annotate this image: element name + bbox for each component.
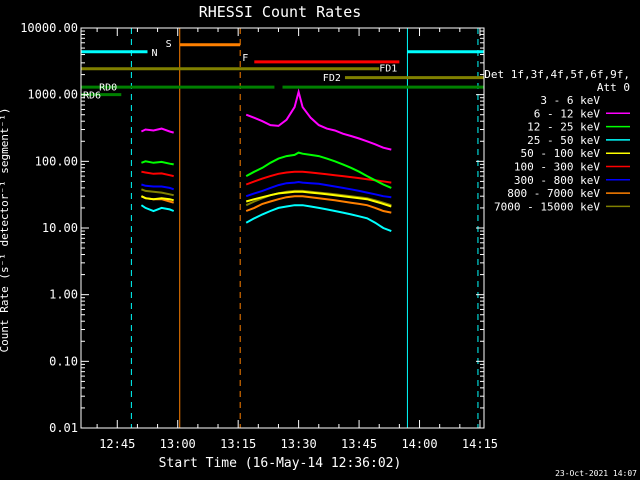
- chart-title: RHESSI Count Rates: [199, 3, 362, 21]
- x-tick-label-5: 14:00: [401, 437, 437, 451]
- flag-label-3: FD1: [379, 64, 397, 75]
- x-axis-label: Start Time (16-May-14 12:36:02): [159, 456, 402, 471]
- y-tick-label-0: 10000.00: [20, 21, 78, 35]
- flag-label-0: N: [152, 48, 158, 59]
- series-line-6-seg-0: [141, 183, 175, 191]
- series-line-1-seg-1: [245, 87, 392, 151]
- legend-label-3: 25 - 50 keV: [527, 134, 600, 147]
- x-tick-label-4: 13:45: [341, 437, 377, 451]
- legend-label-1: 6 - 12 keV: [534, 107, 601, 120]
- x-axis: 12:45 13:00 13:15 13:30 13:45 14:00 14:15: [96, 28, 498, 451]
- flag-label-4: FD2: [323, 73, 341, 84]
- vertical-markers: [130, 28, 479, 428]
- series-line-1-seg-0: [140, 127, 174, 134]
- legend-label-8: 7000 - 15000 keV: [494, 200, 600, 213]
- series-line-4-seg-0: [140, 195, 174, 202]
- y-tick-label-3: 10.00: [42, 221, 78, 235]
- flag-label-5: RD0: [99, 83, 117, 94]
- legend-header-0: Det 1f,3f,4f,5f,6f,9f,: [484, 68, 630, 81]
- flag-label-1: S: [166, 39, 172, 50]
- series-layer: [140, 84, 392, 233]
- y-tick-label-2: 100.00: [35, 154, 78, 168]
- series-line-3-seg-1: [245, 204, 392, 233]
- legend-label-6: 300 - 800 keV: [514, 174, 600, 187]
- x-tick-label-0: 12:45: [99, 437, 135, 451]
- x-tick-label-6: 14:15: [462, 437, 498, 451]
- y-axis-label: Count Rate (s⁻¹ detector⁻¹ segment⁻¹): [0, 107, 11, 352]
- legend-label-2: 12 - 25 keV: [527, 121, 600, 134]
- series-line-5-seg-1: [245, 170, 392, 186]
- legend-header-1: Att 0: [597, 81, 630, 94]
- series-line-4-seg-1: [245, 190, 392, 208]
- series-line-2-seg-0: [141, 160, 174, 166]
- series-line-0-seg-1: [246, 84, 392, 140]
- y-axis: 10000.00 1000.00 100.00 10.00 1.00 0.10 0.01: [20, 21, 484, 435]
- y-tick-label-1: 1000.00: [27, 88, 78, 102]
- flag-label-2: F: [242, 53, 248, 64]
- y-tick-label-5: 0.10: [49, 354, 78, 368]
- series-line-2-seg-1: [245, 151, 392, 189]
- y-tick-label-4: 1.00: [49, 288, 78, 302]
- series-line-0-seg-0: [140, 99, 175, 106]
- series-line-6-seg-1: [245, 180, 392, 199]
- x-tick-label-1: 13:00: [160, 437, 196, 451]
- series-line-5-seg-0: [141, 170, 174, 178]
- y-tick-label-6: 0.01: [49, 421, 78, 435]
- legend-label-7: 800 - 7000 keV: [507, 187, 600, 200]
- flag-label-6: RD6: [83, 91, 101, 102]
- x-tick-label-2: 13:15: [220, 437, 256, 451]
- x-tick-label-3: 13:30: [281, 437, 317, 451]
- series-line-3-seg-0: [140, 204, 175, 213]
- legend-label-5: 100 - 300 keV: [514, 161, 600, 174]
- series-line-8-seg-0: [141, 188, 174, 197]
- legend-label-4: 50 - 100 keV: [521, 147, 601, 160]
- footer-timestamp: 23-Oct-2021 14:07: [555, 469, 637, 478]
- legend-label-0: 3 - 6 keV: [540, 94, 600, 107]
- series-line-7-seg-1: [245, 195, 392, 214]
